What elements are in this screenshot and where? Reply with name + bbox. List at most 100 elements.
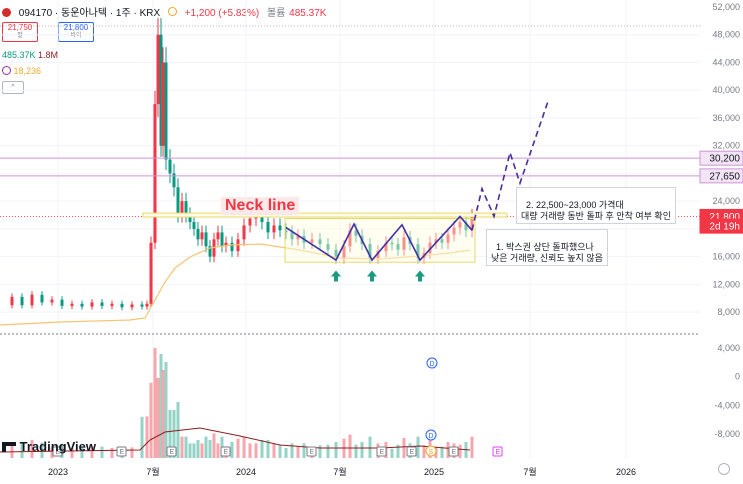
- earnings-badge-text: E: [224, 449, 229, 456]
- candle-body: [30, 294, 34, 306]
- candle-body: [272, 225, 276, 233]
- candle-body: [440, 239, 444, 243]
- volume-bar: [70, 448, 74, 458]
- annotation-box-breakout: 1. 박스권 상단 돌파했으나 낮은 거래량, 신뢰도 높지 않음: [486, 229, 608, 266]
- buy-price: 21,800: [63, 23, 89, 32]
- annotation-text-1: 1. 박스권 상단 돌파했으나 낮은 거래량, 신뢰도 높지 않음: [491, 242, 603, 263]
- volume-bar: [334, 442, 338, 458]
- candle-body: [446, 234, 450, 243]
- candle-body: [266, 221, 270, 233]
- status-dot-icon: [167, 7, 177, 16]
- volume-bar: [302, 443, 306, 458]
- volume-bar: [296, 446, 300, 458]
- candle-body: [176, 187, 180, 216]
- time-tick-label: 2025: [424, 467, 444, 477]
- candle-body: [196, 228, 200, 240]
- neckline-band: [142, 212, 508, 218]
- candle-body: [50, 299, 54, 303]
- candle-body: [354, 230, 358, 236]
- candle-body: [428, 242, 432, 254]
- volume-bar: [140, 416, 144, 458]
- earnings-badge: [448, 446, 459, 457]
- candle-body: [172, 173, 176, 188]
- range-box: [284, 218, 476, 263]
- candle-body: [153, 104, 157, 243]
- candle-body: [452, 227, 456, 235]
- volume-bar: [110, 448, 114, 458]
- price-label: 27,650: [709, 171, 740, 182]
- candle-body: [208, 246, 212, 257]
- annotation-breakout-target: 2. 22,500~23,000 가격대 대량 거래량 동반 돌파 후 안착 여…: [516, 187, 676, 224]
- candle-body: [242, 225, 246, 240]
- candle-body: [376, 251, 380, 259]
- price-tick-label: 24,000: [712, 196, 740, 206]
- earnings-badge-text: E: [310, 449, 315, 456]
- price-tick-label: 52,000: [712, 2, 740, 12]
- volume-tick-label: 0: [735, 372, 740, 382]
- time-tick-label: 2026: [616, 467, 636, 477]
- volume-bar: [204, 436, 208, 458]
- axis-settings-icon[interactable]: [718, 463, 730, 475]
- volume-bar: [145, 416, 149, 458]
- bottom-arrow-icon: [367, 270, 377, 282]
- volume-value: 485.37K: [289, 8, 327, 19]
- price-tick-label: 8,000: [717, 307, 740, 317]
- candle-body: [458, 221, 462, 228]
- candle-body: [164, 62, 168, 160]
- candle-body: [184, 201, 188, 216]
- triple-bottom-pattern: [285, 101, 549, 282]
- candle-body: [145, 303, 149, 307]
- candle-body: [220, 232, 224, 247]
- price-change: +1,200 (+5.83%): [184, 8, 260, 19]
- tradingview-watermark: TradingView: [2, 439, 96, 454]
- volume-bar: [402, 438, 406, 458]
- sell-label: 팔: [17, 33, 23, 39]
- candle-body: [10, 296, 14, 306]
- dividend-badge-upper-text: D: [430, 361, 435, 368]
- candle-body: [156, 34, 160, 105]
- volume-bar: [360, 442, 364, 458]
- volume-bar: [272, 443, 276, 458]
- candle-body: [334, 249, 338, 259]
- candle-body: [326, 244, 330, 250]
- ma-legend: 18,236: [2, 66, 41, 76]
- candle-body: [180, 201, 184, 216]
- volume-bar: [470, 436, 474, 458]
- candle-body: [434, 239, 438, 243]
- candle-body: [159, 34, 163, 146]
- candle-body: [290, 232, 294, 240]
- sell-button[interactable]: 21,750 팔: [2, 22, 38, 42]
- volume-bar: [236, 438, 240, 458]
- volume-bar: [230, 442, 234, 458]
- volume-bar: [80, 447, 84, 458]
- bottom-arrow-icon: [331, 270, 341, 282]
- symbol-title[interactable]: 094170 · 동운아나텍 · 1주 · KRX: [18, 8, 161, 19]
- volume-bar: [184, 436, 188, 458]
- volume-tick-label: 4,000: [717, 343, 740, 353]
- volume-bar: [458, 444, 462, 458]
- candle-body: [80, 303, 84, 307]
- pattern-polyline: [285, 215, 473, 262]
- candle-body: [20, 296, 24, 306]
- price-label-bg: [699, 150, 743, 166]
- volume-bar: [348, 434, 352, 458]
- candle-body: [348, 230, 352, 247]
- volume-bar: [192, 443, 196, 458]
- annotation-text-2: 2. 22,500~23,000 가격대 대량 거래량 동반 돌파 후 안착 여…: [521, 200, 671, 221]
- volume-bar: [176, 402, 180, 458]
- volume-bar: [50, 447, 54, 458]
- volume-bar: [159, 354, 163, 458]
- price-label: 30,200: [709, 154, 740, 165]
- volume-bar: [216, 443, 220, 458]
- candle-body: [390, 242, 394, 245]
- dividend-badge-text: D: [429, 433, 434, 440]
- volume-bar: [396, 444, 400, 458]
- volume-bar: [248, 443, 252, 458]
- earnings-badge-text: E: [170, 449, 175, 456]
- candle-body: [296, 235, 300, 240]
- candle-body: [224, 242, 228, 247]
- collapse-legend-button[interactable]: ^: [2, 81, 24, 94]
- volume-bar: [200, 443, 204, 458]
- moving-average-line: [0, 243, 471, 326]
